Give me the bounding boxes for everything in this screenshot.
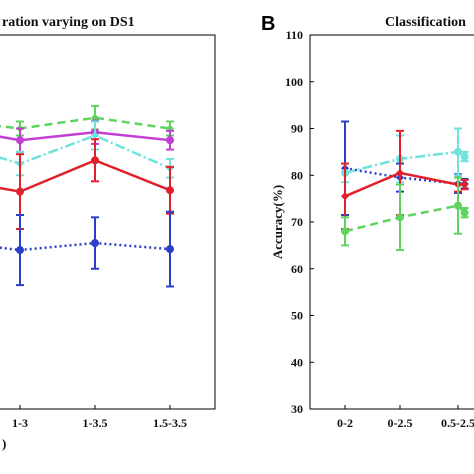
- data-point: [16, 136, 24, 145]
- data-point: [460, 152, 469, 161]
- panel-a-x-axis-label: ): [2, 436, 6, 451]
- x-tick-label: 1-3.5: [83, 416, 108, 430]
- y-tick-label: 50: [291, 309, 303, 323]
- data-point: [460, 208, 469, 217]
- y-tick-label: 60: [291, 262, 303, 276]
- data-point: [166, 186, 174, 195]
- panel-b-series: [341, 120, 469, 252]
- data-point: [460, 180, 469, 189]
- series-line: [344, 171, 465, 198]
- data-point: [396, 213, 404, 222]
- data-point: [91, 131, 99, 140]
- x-tick-label: 0.5-2.5: [441, 416, 474, 430]
- x-tick-label: 0-2: [337, 416, 353, 430]
- data-point: [341, 227, 349, 236]
- panel-a-plot-frame: [0, 34, 216, 410]
- panel-a-x-ticks: 1-3 1-3.5 1.5-3.5: [12, 405, 187, 430]
- y-tick-label: 90: [291, 122, 303, 136]
- data-point: [454, 147, 462, 156]
- x-tick-label: 1-3: [12, 416, 28, 430]
- y-tick-label: 30: [291, 402, 303, 416]
- series-line: [0, 116, 171, 130]
- panel-b-x-ticks: 0-2 0-2.5 0.5-2.5: [337, 405, 474, 430]
- panel-a-title: ration varying on DS1: [2, 15, 135, 30]
- series-line: [344, 204, 466, 233]
- x-tick-label: 1.5-3.5: [153, 416, 187, 430]
- panel-b-plot-frame: [309, 34, 474, 410]
- series-line: [0, 134, 171, 170]
- panel-a-series: [0, 105, 174, 288]
- y-tick-label: 70: [291, 215, 303, 229]
- panel-b-letter: B: [261, 13, 275, 35]
- data-point: [454, 201, 462, 210]
- data-point: [341, 192, 349, 201]
- data-point: [166, 245, 174, 254]
- y-tick-label: 40: [291, 355, 303, 369]
- data-point: [166, 136, 174, 145]
- panel-b-y-axis-label: Accuracy(%): [270, 185, 285, 259]
- panel-b-title: Classification: [385, 15, 466, 30]
- y-tick-label: 80: [291, 168, 303, 182]
- data-point: [16, 246, 24, 255]
- series-line: [0, 158, 171, 193]
- data-point: [396, 168, 404, 177]
- panel-b-y-ticks: 30 40 50 60 70 80 90 100 110: [285, 28, 314, 416]
- data-point: [16, 187, 24, 196]
- series-line: [344, 150, 466, 175]
- data-point: [91, 239, 99, 248]
- panel-b: B Classification 30 40 50 60 70 80 90 100 110 Ac…: [261, 13, 474, 430]
- data-point: [91, 156, 99, 165]
- series-line: [0, 241, 171, 252]
- y-tick-label: 110: [286, 28, 303, 42]
- x-tick-label: 0-2.5: [388, 416, 413, 430]
- series-line: [0, 130, 171, 142]
- panel-a: ration varying on DS1 1-3 1-3.5 1.5-3.5 ): [0, 15, 216, 451]
- y-tick-label: 100: [285, 75, 303, 89]
